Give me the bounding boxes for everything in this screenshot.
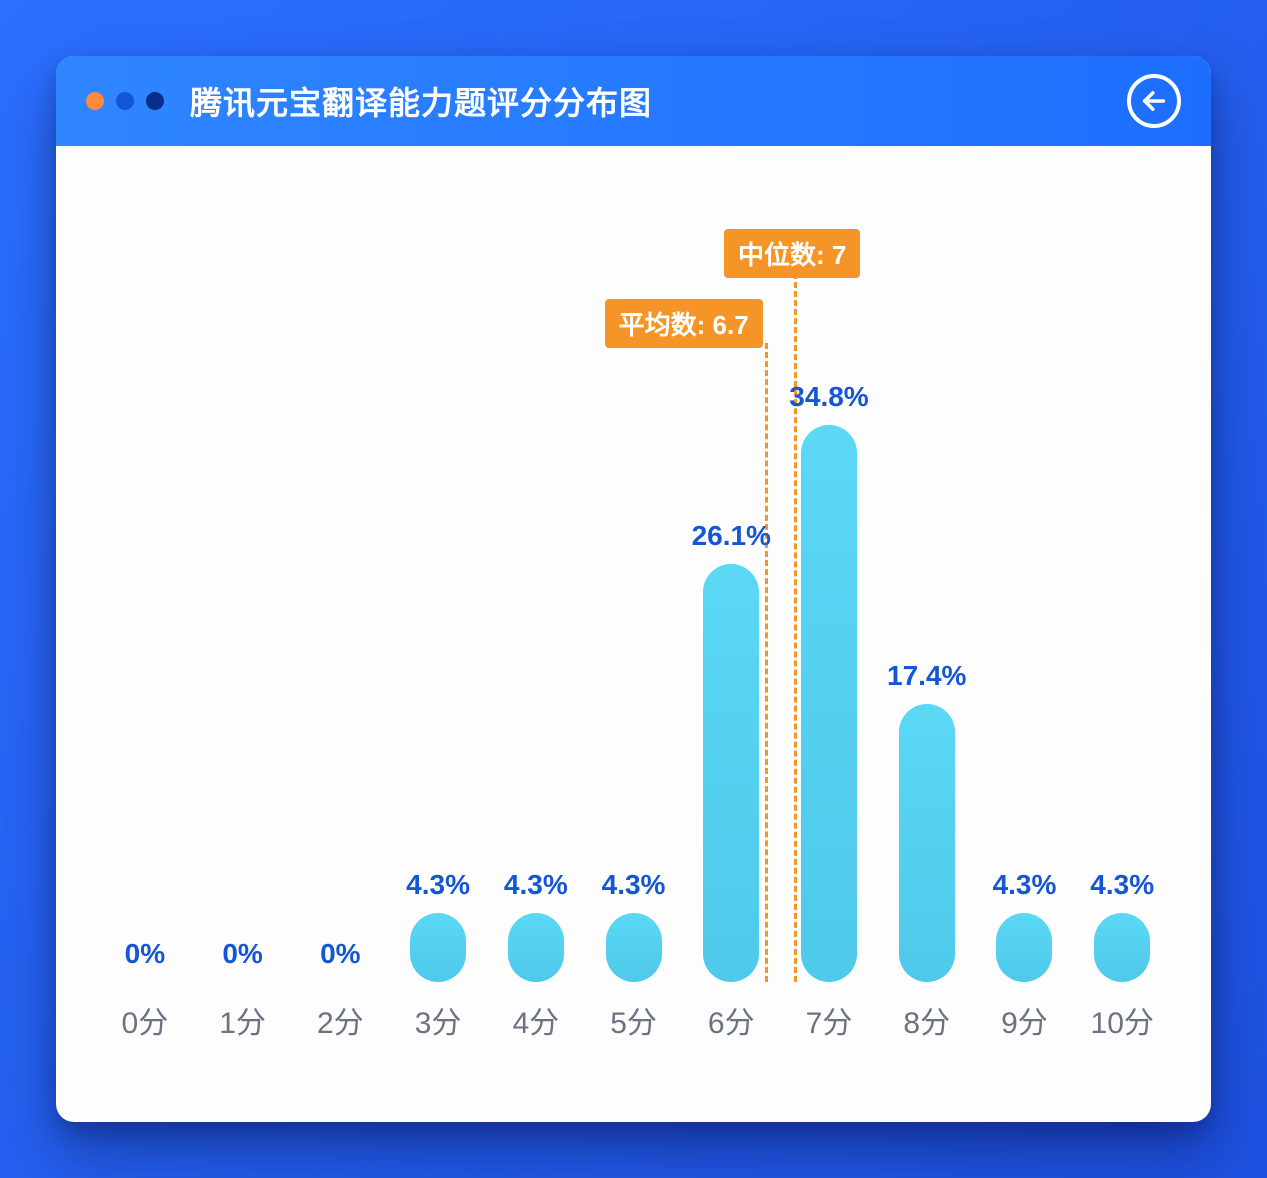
bar-slot: 26.1% bbox=[682, 520, 780, 982]
bar-slot: 4.3% bbox=[976, 869, 1074, 982]
median-badge: 中位数: 7 bbox=[724, 229, 860, 278]
bar-slot: 4.3% bbox=[487, 869, 585, 982]
chart-window: 腾讯元宝翻译能力题评分分布图 中位数: 7 平均数: 6.7 0% 0% 0% 4.3… bbox=[56, 56, 1211, 1122]
bar bbox=[606, 913, 662, 982]
mean-badge: 平均数: 6.7 bbox=[605, 299, 763, 348]
bar bbox=[801, 425, 857, 982]
bar bbox=[1094, 913, 1150, 982]
x-axis-label: 9分 bbox=[976, 998, 1074, 1042]
arrow-left-icon bbox=[1140, 87, 1168, 115]
traffic-dot-3 bbox=[146, 92, 164, 110]
bar-value-label: 26.1% bbox=[692, 520, 771, 552]
bar-value-label: 0% bbox=[222, 938, 262, 970]
bar-value-label: 17.4% bbox=[887, 660, 966, 692]
bar-value-label: 4.3% bbox=[993, 869, 1057, 901]
x-axis-label: 5分 bbox=[585, 998, 683, 1042]
titlebar: 腾讯元宝翻译能力题评分分布图 bbox=[56, 56, 1211, 146]
window-title: 腾讯元宝翻译能力题评分分布图 bbox=[190, 78, 652, 124]
x-axis-label: 1分 bbox=[194, 998, 292, 1042]
back-button[interactable] bbox=[1127, 74, 1181, 128]
chart-area: 中位数: 7 平均数: 6.7 0% 0% 0% 4.3% 4.3% 4.3% 26.1% 3… bbox=[56, 146, 1211, 1122]
x-axis-label: 4分 bbox=[487, 998, 585, 1042]
bar-value-label: 4.3% bbox=[602, 869, 666, 901]
x-axis-label: 3分 bbox=[389, 998, 487, 1042]
x-axis-label: 8分 bbox=[878, 998, 976, 1042]
traffic-dot-2 bbox=[116, 92, 134, 110]
bar-slot: 17.4% bbox=[878, 660, 976, 982]
bar-slot: 0% bbox=[194, 938, 292, 982]
x-axis-label: 7分 bbox=[780, 998, 878, 1042]
x-axis-label: 10分 bbox=[1073, 998, 1171, 1042]
bar-slot: 4.3% bbox=[389, 869, 487, 982]
x-axis-label: 0分 bbox=[96, 998, 194, 1042]
bar-slot: 4.3% bbox=[585, 869, 683, 982]
bar bbox=[996, 913, 1052, 982]
bar-value-label: 4.3% bbox=[504, 869, 568, 901]
bar bbox=[508, 913, 564, 982]
traffic-lights bbox=[86, 92, 164, 110]
x-axis-label: 6分 bbox=[682, 998, 780, 1042]
bar-slot: 0% bbox=[96, 938, 194, 982]
bar-value-label: 0% bbox=[320, 938, 360, 970]
bar-slot: 0% bbox=[291, 938, 389, 982]
bar-value-label: 4.3% bbox=[406, 869, 470, 901]
bar-value-label: 34.8% bbox=[789, 381, 868, 413]
bar bbox=[703, 564, 759, 982]
bar-value-label: 4.3% bbox=[1090, 869, 1154, 901]
x-axis: 0分1分2分3分4分5分6分7分8分9分10分 bbox=[96, 998, 1171, 1042]
bar bbox=[410, 913, 466, 982]
bar-slot: 4.3% bbox=[1073, 869, 1171, 982]
x-axis-label: 2分 bbox=[291, 998, 389, 1042]
traffic-dot-1 bbox=[86, 92, 104, 110]
bars-row: 0% 0% 0% 4.3% 4.3% 4.3% 26.1% 34.8% 17.4% 4.3% 4.3… bbox=[96, 342, 1171, 982]
bar bbox=[899, 704, 955, 982]
bar-value-label: 0% bbox=[125, 938, 165, 970]
bar-slot: 34.8% bbox=[780, 381, 878, 982]
